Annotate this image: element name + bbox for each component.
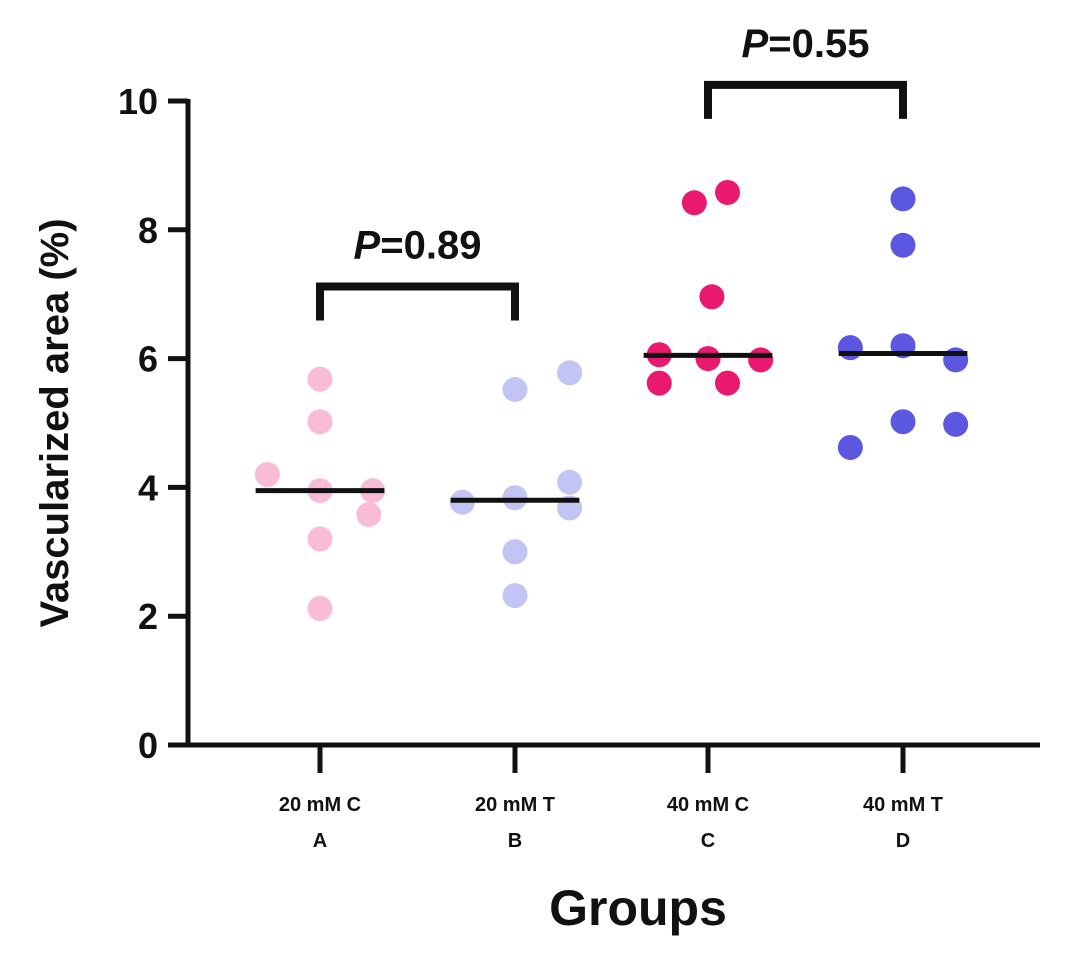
y-tick-label: 4 (138, 467, 158, 508)
p-value-label: P=0.55 (742, 22, 870, 66)
data-point (715, 370, 740, 396)
data-point (748, 347, 774, 373)
x-tick-label: 20 mM C (279, 794, 361, 816)
data-point (837, 434, 863, 460)
median-lines (255, 350, 968, 503)
y-tick-label: 8 (138, 210, 158, 251)
y-tick-label: 6 (138, 339, 158, 380)
x-tick-label: 40 mM C (667, 794, 749, 816)
p-letter: P (742, 22, 769, 66)
data-point (681, 190, 707, 216)
data-point (890, 409, 916, 435)
p-value: =0.89 (380, 223, 481, 267)
y-tick-label: 10 (118, 81, 158, 122)
x-tick-sublabel: A (313, 830, 327, 852)
y-tick-label: 2 (138, 596, 158, 637)
x-axis: 20 mM C A 20 mM T B 40 mM C C 40 mM T D (186, 742, 1040, 852)
x-axis-label: Groups (549, 880, 727, 936)
p-letter: P (354, 223, 381, 267)
x-tick-sublabel: D (896, 830, 910, 852)
data-point (557, 469, 583, 495)
data-point (502, 583, 528, 609)
data-point (502, 377, 528, 403)
data-point (502, 485, 528, 511)
data-point (890, 232, 916, 258)
data-point (890, 186, 916, 212)
data-point (307, 526, 333, 552)
data-point (502, 539, 528, 565)
x-tick-sublabel: B (508, 830, 522, 852)
data-point (715, 179, 740, 205)
x-tick-label: 40 mM T (863, 794, 943, 816)
data-point (699, 284, 725, 310)
x-tick-sublabel: C (701, 830, 715, 852)
significance-bracket (316, 282, 519, 321)
data-point (307, 409, 333, 435)
data-point (356, 501, 382, 527)
data-point (695, 346, 721, 372)
p-value: =0.55 (768, 22, 869, 66)
data-point (837, 335, 863, 361)
data-point (646, 370, 672, 396)
significance-brackets: P=0.89P=0.55 (316, 22, 907, 321)
data-point (557, 360, 583, 386)
data-point (254, 462, 280, 488)
data-point (307, 595, 333, 621)
data-point (943, 411, 969, 437)
y-axis-label: Vascularized area (%) (33, 218, 77, 627)
data-point (307, 366, 333, 392)
p-value-label: P=0.89 (354, 223, 482, 267)
significance-bracket (704, 80, 907, 119)
y-axis: 0 2 4 6 8 10 (118, 81, 191, 766)
x-tick-label: 20 mM T (475, 794, 555, 816)
y-tick-label: 0 (138, 725, 158, 766)
